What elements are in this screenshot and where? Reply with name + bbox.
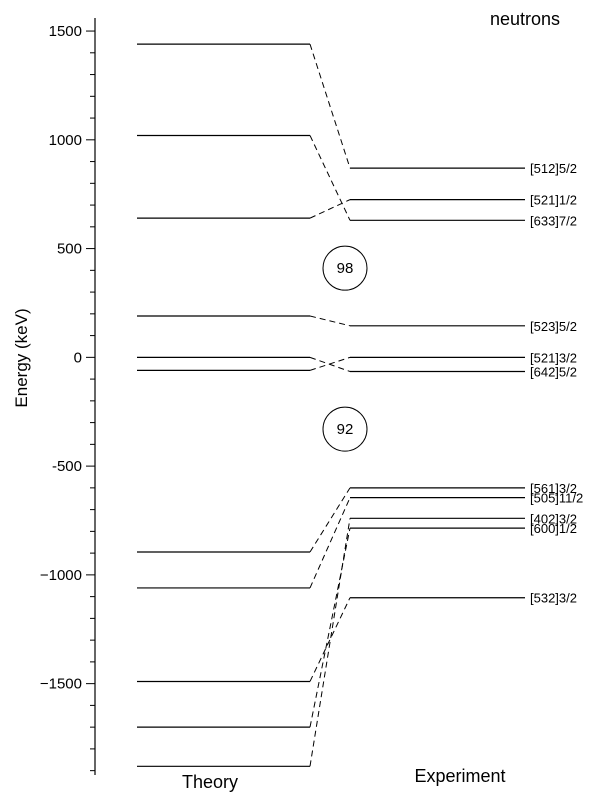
level-connector <box>309 315 351 327</box>
column-title-theory: Theory <box>182 772 238 792</box>
level-connectors <box>309 43 351 767</box>
level-connector <box>309 356 351 372</box>
level-connector <box>309 528 351 728</box>
y-axis-title: Energy (keV) <box>12 308 31 407</box>
level-connector <box>309 356 351 371</box>
magic-number-label: 98 <box>337 260 354 277</box>
y-tick-label: 500 <box>57 241 82 258</box>
orbital-label: [512]5/2 <box>530 161 577 176</box>
orbital-label: [523]5/2 <box>530 319 577 334</box>
level-connector <box>309 518 351 767</box>
magic-number-circle <box>322 245 368 291</box>
y-axis-ticks: 1500 1000 500 0 -500 −1000 −1500 <box>40 23 95 772</box>
column-title-experiment: Experiment <box>414 766 505 786</box>
orbital-label: [505]11/2 <box>530 491 583 506</box>
orbital-label: [642]5/2 <box>530 364 577 379</box>
y-tick-label: −1500 <box>40 676 82 693</box>
magic-number-markers: 98 92 <box>322 245 368 452</box>
orbital-label: [532]3/2 <box>530 591 577 606</box>
level-connector <box>309 487 351 553</box>
y-tick-label: −1000 <box>40 567 82 584</box>
chart-title: neutrons <box>490 9 560 29</box>
y-tick-label: 0 <box>74 349 82 366</box>
level-connector <box>309 43 351 169</box>
level-connector <box>309 597 351 682</box>
y-tick-label: 1000 <box>49 132 82 149</box>
energy-levels: [512]5/2 [521]1/2 [633]7/2 [523]5/2 [521]3/2… <box>137 43 583 767</box>
level-connector <box>309 199 351 219</box>
orbital-label: [521]3/2 <box>530 350 577 365</box>
orbital-label: [402]3/2 <box>530 511 577 526</box>
y-tick-label: 1500 <box>49 23 82 40</box>
level-connector <box>309 135 351 221</box>
orbital-label: [600]1/2 <box>530 521 577 536</box>
orbital-label: [633]7/2 <box>530 213 577 228</box>
magic-number-label: 92 <box>337 421 354 438</box>
orbital-label: [521]1/2 <box>530 193 577 208</box>
y-tick-label: -500 <box>52 458 82 475</box>
orbital-label: [561]3/2 <box>530 481 577 496</box>
magic-number-circle <box>322 406 368 452</box>
level-connector <box>309 497 351 589</box>
